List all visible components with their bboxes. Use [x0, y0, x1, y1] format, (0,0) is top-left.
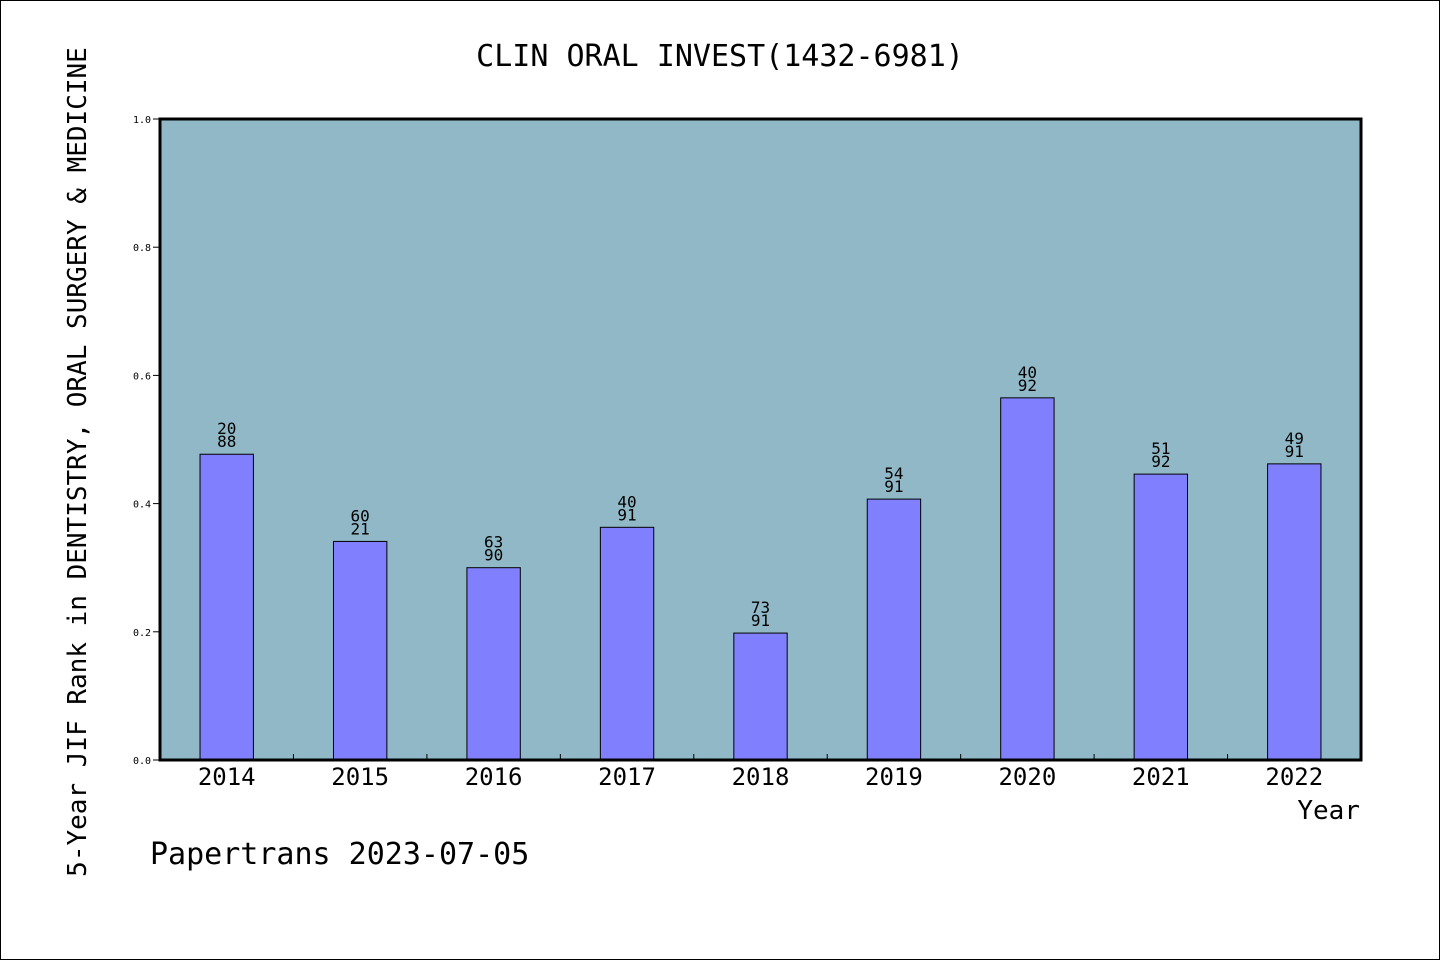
chart-title: CLIN ORAL INVEST(1432-6981) [476, 39, 964, 74]
data-label-2016-1: 63 [484, 533, 503, 552]
data-label-2014-2: 88 [217, 432, 236, 451]
bar-2020 [1000, 397, 1055, 761]
data-label-2018-1: 73 [751, 598, 770, 617]
bar-2019 [866, 498, 922, 761]
y-tick-label: 0.4 [133, 500, 151, 511]
y-axis: 0.0 0.2 0.4 0.6 0.8 1.0 [133, 115, 160, 767]
x-tick-label-2014: 2014 [198, 763, 256, 791]
y-tick-label: 0.0 [133, 756, 151, 767]
x-tick-label-2017: 2017 [598, 763, 656, 791]
y-axis-label: 5-Year JIF Rank in DENTISTRY, ORAL SURGE… [63, 47, 93, 877]
bar-2022 [1267, 463, 1322, 761]
y-tick-label: 0.2 [133, 628, 151, 639]
data-label-2021-2: 92 [1151, 452, 1170, 471]
data-label-2022-2: 91 [1285, 442, 1304, 461]
x-tick-label-2020: 2020 [998, 763, 1056, 791]
bar-2014 [199, 453, 254, 761]
data-label-2016-2: 90 [484, 546, 503, 565]
bar-2021 [1133, 473, 1189, 761]
x-tick-label-2016: 2016 [465, 763, 523, 791]
data-label-2022-1: 49 [1285, 429, 1304, 448]
y-tick-label: 0.6 [133, 371, 151, 382]
x-axis-label: Year [1297, 796, 1360, 826]
data-label-2018-2: 91 [751, 611, 770, 630]
data-label-2019-2: 91 [884, 477, 903, 496]
data-label-2021-1: 51 [1151, 439, 1170, 458]
x-axis: 2014 2015 2016 2017 2018 2019 2020 2021 2022 [198, 754, 1323, 791]
bars-layer [199, 397, 1322, 761]
x-tick-label-2018: 2018 [732, 763, 790, 791]
bar-2017 [599, 526, 655, 761]
footer-stamp: Papertrans 2023-07-05 [150, 837, 529, 872]
data-label-2017-2: 91 [617, 505, 636, 524]
bar-2016 [466, 567, 521, 761]
data-label-2017-1: 40 [617, 492, 636, 511]
data-label-2015-1: 60 [351, 506, 370, 525]
y-tick-label: 1.0 [133, 115, 151, 126]
x-tick-label-2015: 2015 [331, 763, 389, 791]
data-label-2020-1: 40 [1018, 363, 1037, 382]
plot-border [158, 117, 1363, 762]
bar-2015 [332, 540, 388, 761]
data-label-2014-1: 20 [217, 419, 236, 438]
data-label-2019-1: 54 [884, 464, 903, 483]
x-tick-label-2021: 2021 [1132, 763, 1190, 791]
data-label-2020-2: 92 [1018, 376, 1037, 395]
bar-2018 [733, 632, 788, 761]
y-tick-label: 0.8 [133, 243, 151, 254]
x-tick-label-2022: 2022 [1265, 763, 1323, 791]
x-tick-label-2019: 2019 [865, 763, 923, 791]
data-label-2015-2: 21 [351, 519, 370, 538]
